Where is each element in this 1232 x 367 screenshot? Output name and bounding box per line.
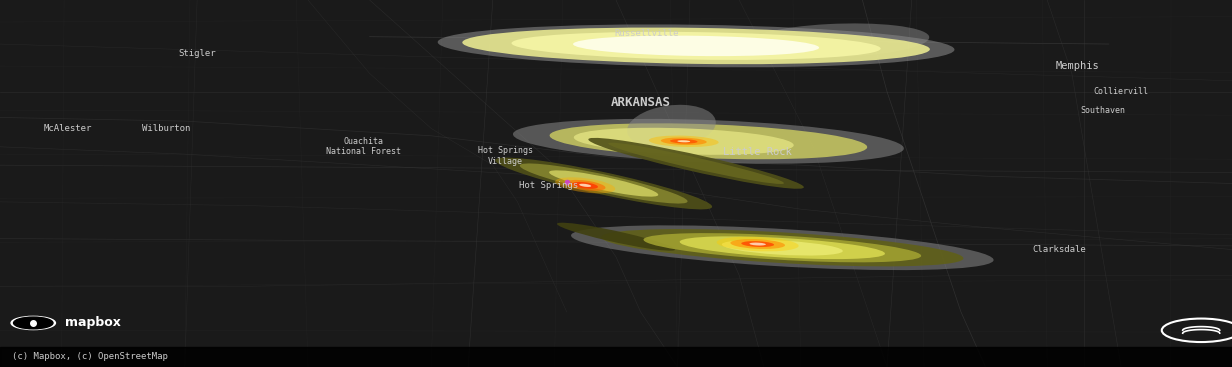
Ellipse shape bbox=[678, 140, 690, 142]
Ellipse shape bbox=[717, 237, 798, 251]
Text: Clarksdale: Clarksdale bbox=[1032, 245, 1087, 254]
Ellipse shape bbox=[589, 138, 803, 189]
Ellipse shape bbox=[722, 240, 843, 255]
Ellipse shape bbox=[573, 182, 598, 189]
Ellipse shape bbox=[520, 163, 687, 204]
Ellipse shape bbox=[556, 177, 615, 193]
Text: Hot Springs: Hot Springs bbox=[519, 181, 578, 190]
Ellipse shape bbox=[742, 241, 774, 247]
Text: Memphis: Memphis bbox=[1056, 61, 1100, 71]
Ellipse shape bbox=[649, 135, 718, 147]
Text: Hot Springs
Village: Hot Springs Village bbox=[478, 146, 532, 166]
Text: Russellville: Russellville bbox=[615, 29, 679, 37]
Ellipse shape bbox=[565, 180, 605, 191]
Circle shape bbox=[11, 316, 55, 330]
Text: McAlester: McAlester bbox=[43, 124, 92, 133]
Ellipse shape bbox=[643, 233, 922, 262]
Ellipse shape bbox=[747, 23, 929, 57]
Text: Stigler: Stigler bbox=[179, 49, 216, 58]
Ellipse shape bbox=[495, 157, 712, 210]
Ellipse shape bbox=[601, 229, 963, 266]
Ellipse shape bbox=[660, 138, 707, 145]
Ellipse shape bbox=[557, 223, 675, 251]
Text: ARKANSAS: ARKANSAS bbox=[611, 96, 670, 109]
Text: Little Rock: Little Rock bbox=[723, 147, 792, 157]
Ellipse shape bbox=[437, 25, 955, 67]
Ellipse shape bbox=[579, 184, 591, 187]
Ellipse shape bbox=[627, 105, 716, 148]
Ellipse shape bbox=[572, 225, 993, 270]
Ellipse shape bbox=[609, 143, 784, 184]
Ellipse shape bbox=[680, 236, 885, 259]
Ellipse shape bbox=[511, 32, 881, 60]
Text: Wilburton: Wilburton bbox=[142, 124, 191, 133]
Text: (c) Mapbox, (c) OpenStreetMap: (c) Mapbox, (c) OpenStreetMap bbox=[12, 352, 169, 361]
Ellipse shape bbox=[549, 123, 867, 159]
Text: Colliervill: Colliervill bbox=[1094, 87, 1148, 96]
Text: mapbox: mapbox bbox=[65, 316, 121, 330]
Ellipse shape bbox=[462, 28, 930, 64]
Ellipse shape bbox=[513, 119, 904, 164]
Ellipse shape bbox=[749, 243, 766, 246]
Ellipse shape bbox=[549, 170, 658, 197]
Ellipse shape bbox=[573, 36, 819, 56]
Circle shape bbox=[14, 317, 53, 329]
Text: Southaven: Southaven bbox=[1080, 106, 1125, 115]
Ellipse shape bbox=[574, 128, 793, 155]
Ellipse shape bbox=[670, 139, 697, 143]
Bar bbox=[0, 347, 1232, 367]
Text: Ouachita
National Forest: Ouachita National Forest bbox=[326, 137, 400, 156]
Ellipse shape bbox=[731, 239, 785, 249]
